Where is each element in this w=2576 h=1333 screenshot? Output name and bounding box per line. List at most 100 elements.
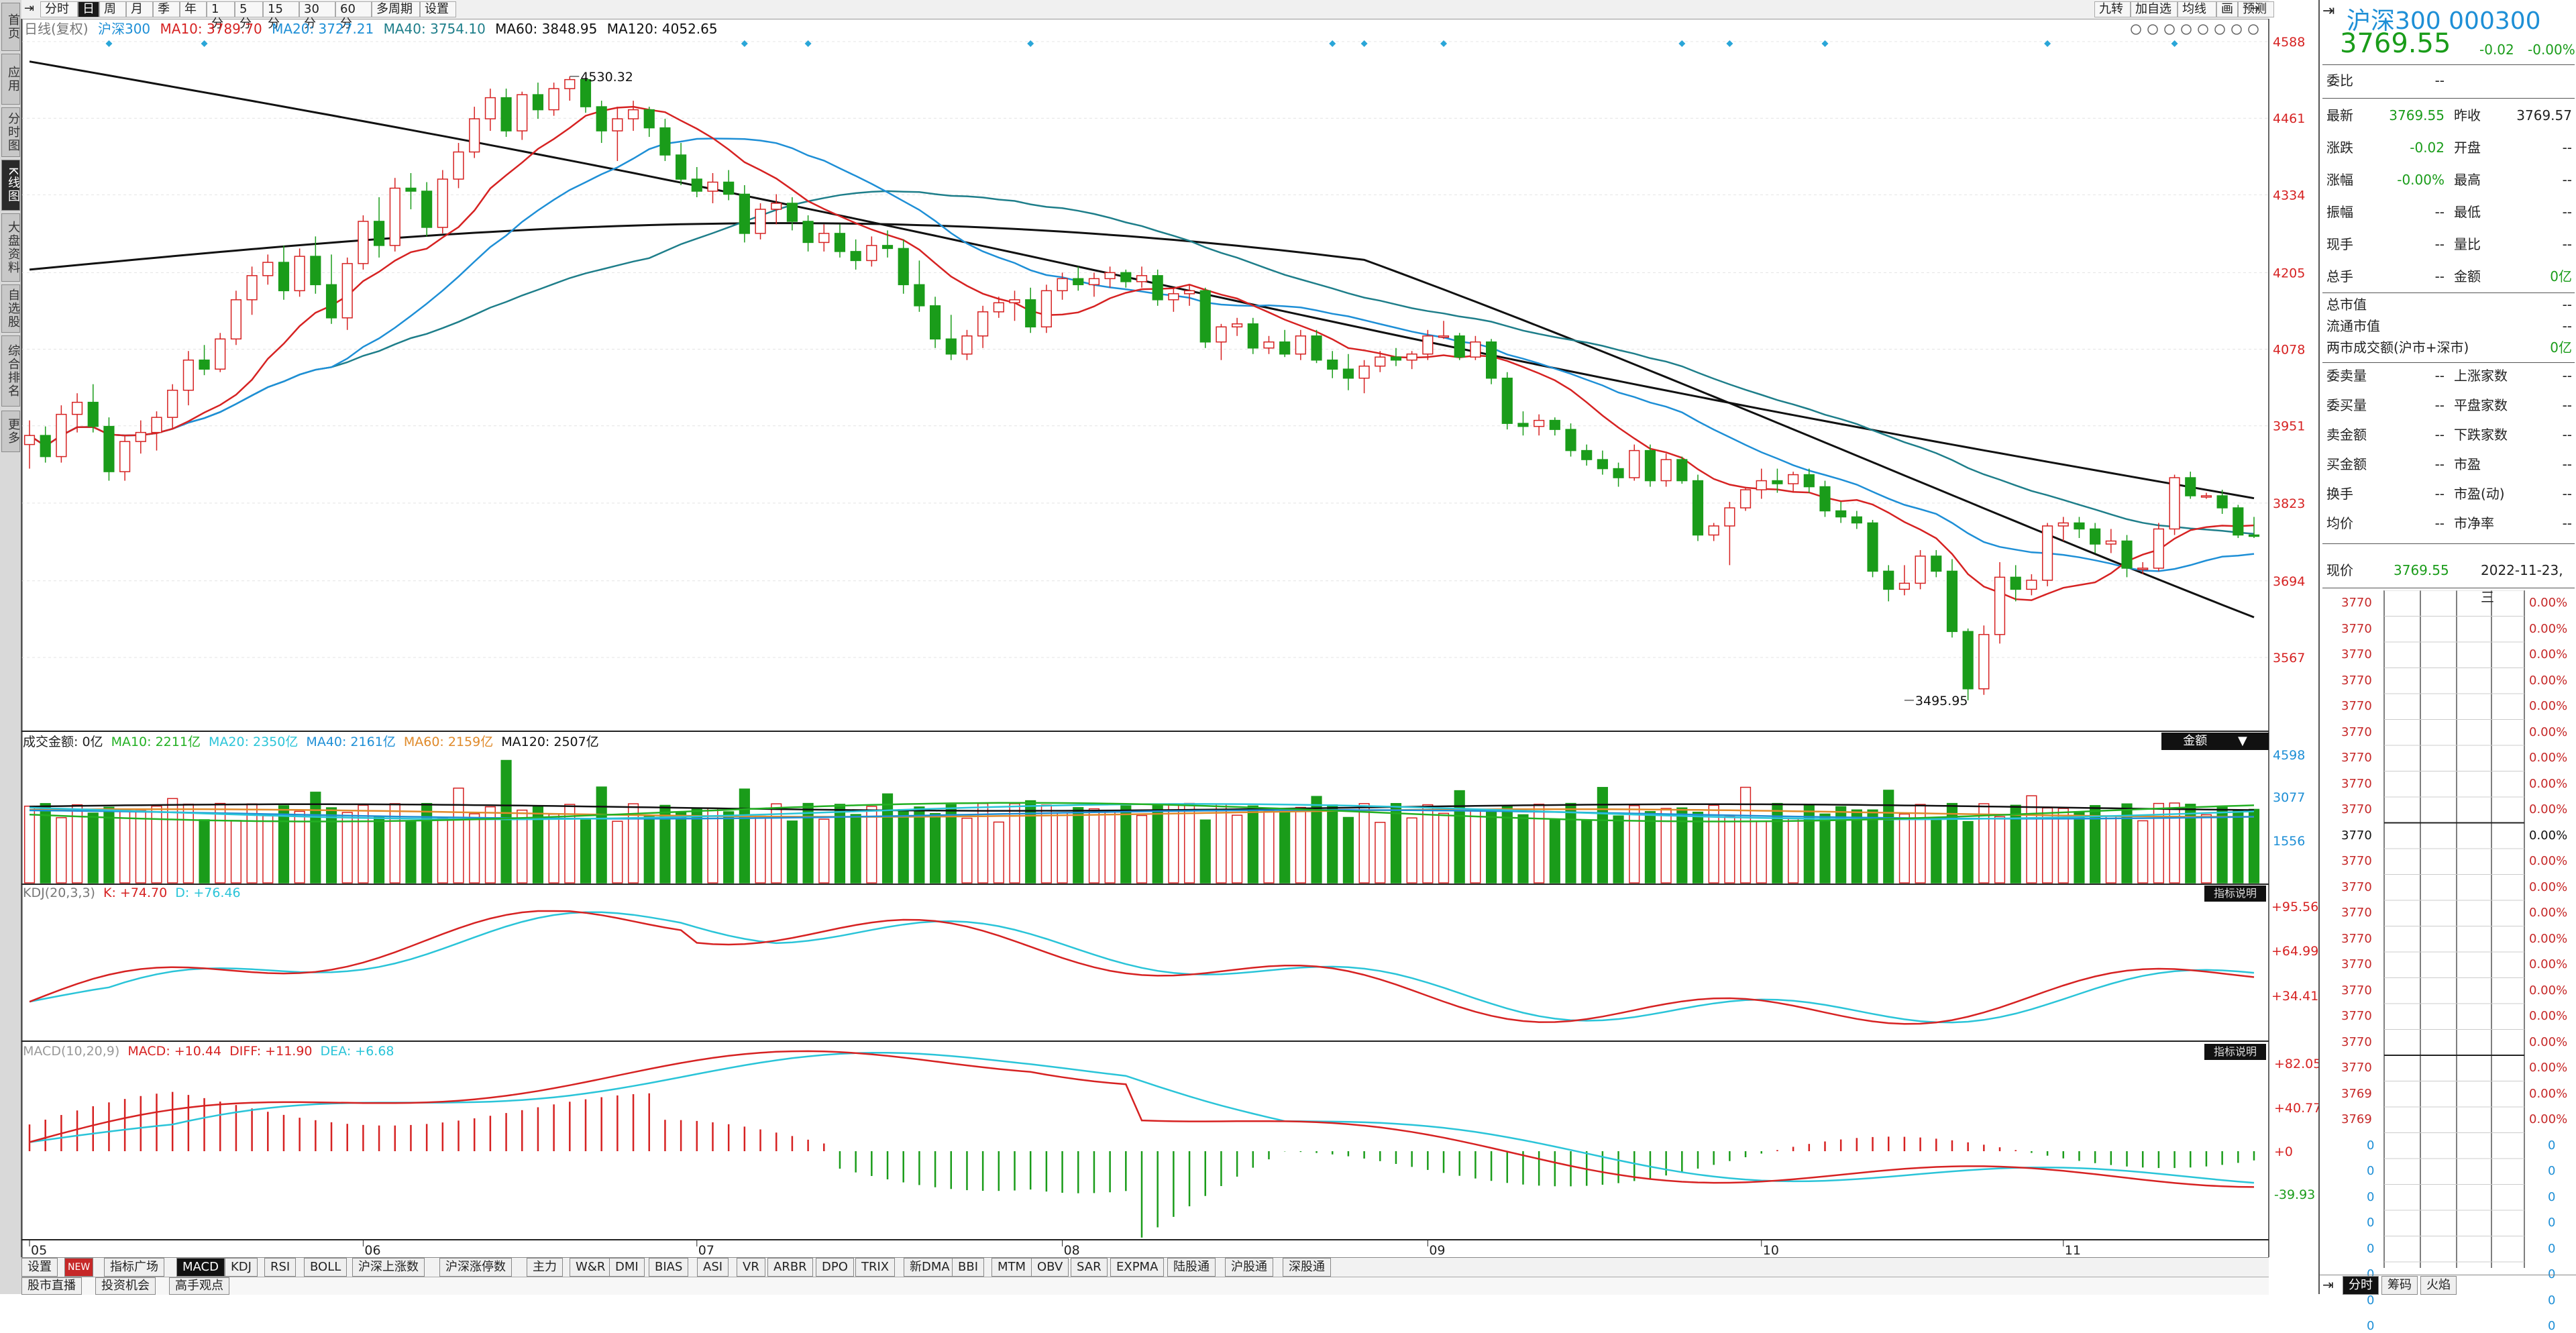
indicator-tab-16[interactable]: DPO — [816, 1258, 854, 1277]
zoom-in-icon[interactable] — [2231, 24, 2242, 35]
high-label: 4530.32 — [580, 70, 633, 85]
candle-body — [1406, 353, 1417, 361]
bottom-tab-2[interactable]: 高手观点 — [169, 1277, 229, 1295]
left-nav-item-3[interactable]: K线图 — [1, 160, 20, 211]
left-nav-item-2[interactable]: 分时图 — [1, 107, 20, 157]
indicator-tab-13[interactable]: ASI — [697, 1258, 729, 1277]
left-nav-item-6[interactable]: 综合排名 — [1, 335, 20, 407]
quote-label: 委买量 — [2326, 397, 2367, 413]
quote-bottom-tab-0[interactable]: 分时 — [2343, 1276, 2379, 1295]
indicator-tab-2[interactable]: 指标广场 — [104, 1258, 164, 1277]
volume-bar — [1756, 820, 1767, 884]
period-0[interactable]: 分时 — [40, 1, 78, 17]
toolbar-right-3[interactable]: 画 — [2216, 1, 2238, 17]
left-nav-item-4[interactable]: 大盘资料 — [1, 213, 20, 282]
left-nav-item-5[interactable]: 自选股 — [1, 284, 20, 333]
indicator-tab-21[interactable]: OBV — [1031, 1258, 1069, 1277]
period-1[interactable]: 日 — [78, 1, 99, 17]
mini-pct-label: 0.00% — [2529, 673, 2568, 688]
candle-body — [1739, 489, 1752, 509]
indicator-tab-4[interactable]: KDJ — [225, 1258, 258, 1277]
indicator-tab-26[interactable]: 深股通 — [1283, 1258, 1331, 1277]
volume-bar — [961, 817, 973, 884]
indicator-tab-10[interactable]: W&R — [570, 1258, 612, 1277]
left-nav-item-1[interactable]: 应用 — [1, 54, 20, 105]
period-2[interactable]: 周 — [99, 1, 126, 17]
candle-body — [215, 338, 226, 370]
indicator-tab-25[interactable]: 沪股通 — [1225, 1258, 1273, 1277]
quote-bottom-tab-2[interactable]: 火焰 — [2420, 1276, 2457, 1295]
toolbar-right-0[interactable]: 九转 — [2094, 1, 2131, 17]
quote-bottom-tab-1[interactable]: 筹码 — [2381, 1276, 2418, 1295]
indicator-tab-24[interactable]: 陆股通 — [1167, 1258, 1216, 1277]
indicator-tab-6[interactable]: BOLL — [304, 1258, 347, 1277]
bottom-tab-1[interactable]: 投资机会 — [95, 1277, 156, 1295]
indicator-tab-8[interactable]: 沪深涨停数 — [439, 1258, 512, 1277]
volume-metric-dropdown[interactable]: 金额 ▼ — [2161, 733, 2269, 750]
volume-bar — [914, 806, 925, 884]
indicator-tab-14[interactable]: VR — [737, 1258, 765, 1277]
quote-value: -- — [2562, 204, 2572, 220]
candle-body — [2010, 576, 2021, 590]
kline-chart[interactable]: 4588 4461 4334 4205 4078 3951 3823 3694 3567 05 06… — [0, 0, 2318, 1275]
quote-label: 金额 — [2454, 268, 2481, 284]
indicator-tab-5[interactable]: RSI — [264, 1258, 297, 1277]
volume-bar — [389, 803, 400, 884]
quote-value: -- — [2562, 172, 2572, 188]
period-12[interactable]: 设置 — [420, 1, 456, 17]
indicator-tab-20[interactable]: MTM — [991, 1258, 1032, 1277]
period-11[interactable]: 多周期 — [372, 1, 420, 17]
indicator-tab-3[interactable]: MACD — [176, 1258, 225, 1277]
period-9[interactable]: 30分 — [299, 1, 335, 31]
mini-pct-label: 0.00% — [2529, 1086, 2568, 1101]
indicator-tab-22[interactable]: SAR — [1071, 1258, 1108, 1277]
volume-bar — [596, 786, 607, 884]
signal-diamond — [1360, 40, 1368, 47]
quote-value: -- — [2434, 427, 2445, 443]
left-nav-item-7[interactable]: 更多 — [1, 411, 20, 452]
volume-bar — [1676, 807, 1688, 884]
period-10[interactable]: 60分 — [335, 1, 372, 31]
indicator-tab-0[interactable]: 设置 — [21, 1258, 58, 1277]
candle-body — [627, 109, 639, 119]
indicator-tab-11[interactable]: DMI — [609, 1258, 645, 1277]
candle-body — [1422, 335, 1434, 355]
left-nav-item-0[interactable]: 首页 — [1, 3, 20, 51]
candle-body — [866, 245, 877, 262]
indicator-tab-19[interactable]: BBI — [952, 1258, 985, 1277]
mv-value: -- — [2562, 297, 2572, 313]
back-arrow-icon[interactable]: ⇥ — [2322, 1277, 2334, 1293]
toolbar-right-1[interactable]: 加自选 — [2131, 1, 2178, 17]
indicator-tab-18[interactable]: 新DMA — [904, 1258, 956, 1277]
indicator-tab-9[interactable]: 主力 — [527, 1258, 563, 1277]
toolbar-right-2[interactable]: 均线 — [2178, 1, 2216, 17]
eye-icon[interactable] — [2131, 24, 2141, 35]
kdj-explain-button[interactable]: 指标说明 — [2204, 886, 2266, 902]
signal-diamond — [1027, 40, 1034, 47]
wrench-icon[interactable] — [2164, 24, 2175, 35]
refresh-icon[interactable] — [2147, 24, 2158, 35]
back-arrow-icon[interactable]: ⇥ — [2322, 3, 2335, 19]
collapse-arrow-icon[interactable]: ⇥ — [24, 1, 35, 15]
period-4[interactable]: 季 — [153, 1, 180, 17]
indicator-tab-17[interactable]: TRIX — [855, 1258, 896, 1277]
macd-explain-button[interactable]: 指标说明 — [2204, 1044, 2266, 1060]
zoom-out-icon[interactable] — [2248, 24, 2259, 35]
indicator-tab-23[interactable]: EXPMA — [1110, 1258, 1165, 1277]
period-7[interactable]: 5分 — [235, 1, 263, 31]
toolbar-right-4[interactable]: 预测 — [2238, 1, 2274, 17]
period-3[interactable]: 月 — [126, 1, 153, 17]
period-6[interactable]: 1分 — [207, 1, 235, 31]
indicator-tab-1[interactable]: NEW — [64, 1258, 94, 1277]
doc-icon[interactable] — [2214, 24, 2225, 35]
bottom-tab-0[interactable]: 股市直播 — [21, 1277, 82, 1295]
indicator-tab-7[interactable]: 沪深上涨数 — [352, 1258, 425, 1277]
indicator-tab-15[interactable]: ARBR — [767, 1258, 813, 1277]
wrench-icon[interactable] — [2181, 24, 2192, 35]
period-5[interactable]: 年 — [180, 1, 207, 17]
indicator-tab-12[interactable]: BIAS — [649, 1258, 689, 1277]
volume-ma40: MA40: 2161亿 — [306, 735, 396, 749]
period-8[interactable]: 15分 — [263, 1, 299, 31]
lock-icon[interactable] — [2198, 24, 2208, 35]
expand-arrow-icon[interactable]: ⇥ — [2250, 1, 2261, 15]
